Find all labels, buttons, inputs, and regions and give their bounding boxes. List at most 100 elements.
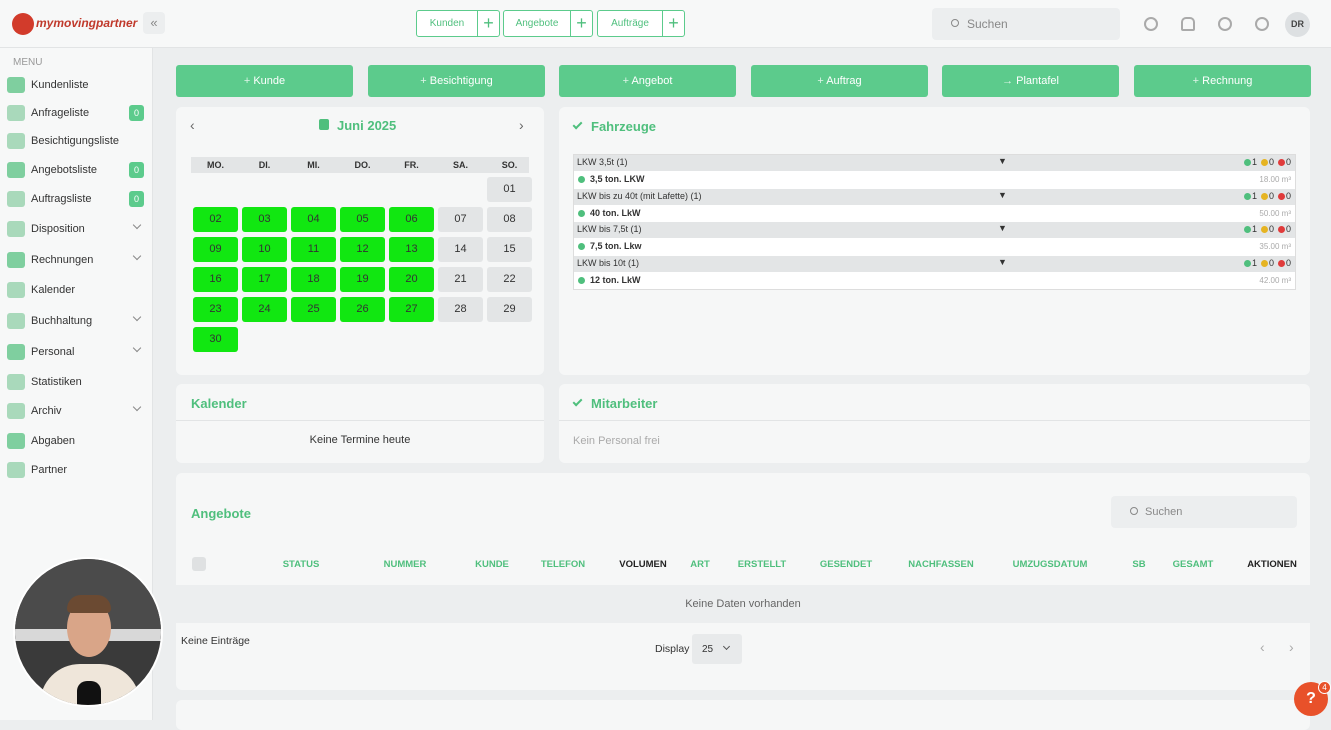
menu-item[interactable]: Partner	[0, 458, 153, 482]
day[interactable]: 13	[389, 237, 434, 262]
day[interactable]: 11	[291, 237, 336, 262]
header-icon[interactable]	[1181, 17, 1195, 31]
menu-item[interactable]: Disposition	[0, 217, 153, 241]
action-button[interactable]: + Besichtigung	[368, 65, 545, 97]
prev-page[interactable]: ‹	[1260, 639, 1265, 655]
action-button[interactable]: + Angebot	[559, 65, 736, 97]
select-all[interactable]	[192, 557, 206, 571]
day[interactable]: 16	[193, 267, 238, 292]
next-month[interactable]: ›	[519, 117, 524, 133]
menu-item[interactable]: Personal	[0, 340, 153, 364]
day[interactable]: 05	[340, 207, 385, 232]
day[interactable]: 08	[487, 207, 532, 232]
group-toggle[interactable]: ▼	[998, 156, 1007, 166]
webcam-hair	[67, 595, 111, 613]
status-count: 0	[1269, 190, 1275, 201]
action-button[interactable]: + Rechnung	[1134, 65, 1311, 97]
day[interactable]: 18	[291, 267, 336, 292]
action-icon: +	[420, 75, 430, 87]
menu-item[interactable]: Auftragsliste 0	[0, 187, 153, 211]
column-header[interactable]: NACHFASSEN	[908, 559, 974, 570]
day[interactable]: 23	[193, 297, 238, 322]
column-header[interactable]: ERSTELLT	[737, 559, 787, 570]
group-toggle[interactable]: ▼	[998, 256, 1007, 267]
day[interactable]: 10	[242, 237, 287, 262]
vehicle-group[interactable]: LKW bis 10t (1) ▼ 1 0 0	[574, 255, 1295, 272]
menu-item[interactable]: Kundenliste	[0, 73, 153, 97]
day[interactable]: 02	[193, 207, 238, 232]
day[interactable]: 22	[487, 267, 532, 292]
day[interactable]: 26	[340, 297, 385, 322]
header-icon[interactable]	[1218, 17, 1232, 31]
tab-add[interactable]: +	[570, 11, 592, 36]
action-button[interactable]: + Kunde	[176, 65, 353, 97]
menu-item[interactable]: Kalender	[0, 278, 153, 302]
column-header[interactable]: ART	[690, 559, 710, 570]
day[interactable]: 27	[389, 297, 434, 322]
day[interactable]: 19	[340, 267, 385, 292]
menu-item[interactable]: Anfrageliste 0	[0, 101, 153, 125]
day[interactable]: 20	[389, 267, 434, 292]
tab[interactable]: Angebote +	[503, 10, 593, 37]
day[interactable]: 30	[193, 327, 238, 352]
column-header[interactable]: GESAMT	[1172, 559, 1214, 570]
action-button[interactable]: → Plantafel	[942, 65, 1119, 97]
tab[interactable]: Kunden +	[416, 10, 500, 37]
day[interactable]: 03	[242, 207, 287, 232]
column-header[interactable]: STATUS	[282, 559, 320, 570]
next-page[interactable]: ›	[1289, 639, 1294, 655]
day[interactable]: 28	[438, 297, 483, 322]
day[interactable]: 06	[389, 207, 434, 232]
menu-item[interactable]: Buchhaltung	[0, 309, 153, 333]
day[interactable]: 29	[487, 297, 532, 322]
day[interactable]: 15	[487, 237, 532, 262]
column-header[interactable]: SB	[1132, 559, 1146, 570]
offers-search[interactable]: Suchen	[1111, 496, 1297, 528]
page-size[interactable]: 25	[692, 634, 742, 664]
search[interactable]: Suchen	[932, 8, 1120, 40]
status-dot	[1261, 226, 1268, 233]
tab-add[interactable]: +	[477, 11, 499, 36]
day[interactable]: 07	[438, 207, 483, 232]
column-header[interactable]: NUMMER	[383, 559, 427, 570]
header-icon[interactable]	[1144, 17, 1158, 31]
group-toggle[interactable]: ▼	[998, 223, 1007, 233]
menu-item[interactable]: Archiv	[0, 399, 153, 423]
day[interactable]: 09	[193, 237, 238, 262]
menu-label: Rechnungen	[31, 254, 94, 266]
menu-item[interactable]: Abgaben	[0, 429, 153, 453]
prev-month[interactable]: ‹	[190, 117, 195, 133]
vehicle-group[interactable]: LKW bis 7,5t (1) ▼ 1 0 0	[574, 222, 1295, 238]
vehicles-title: Fahrzeuge	[591, 119, 657, 134]
column-header[interactable]: TELEFON	[540, 559, 586, 570]
day[interactable]: 14	[438, 237, 483, 262]
day[interactable]: 01	[487, 177, 532, 202]
collapse-button[interactable]: «	[143, 12, 165, 34]
tab-add[interactable]: +	[662, 11, 684, 36]
column-header[interactable]: UMZUGSDATUM	[1012, 559, 1088, 570]
action-button[interactable]: + Auftrag	[751, 65, 928, 97]
menu-item[interactable]: Besichtigungsliste	[0, 129, 153, 153]
menu-item[interactable]: Rechnungen	[0, 248, 153, 272]
status-dot	[1244, 159, 1251, 166]
column-header[interactable]: KUNDE	[475, 559, 509, 570]
column-header[interactable]: VOLUMEN	[619, 559, 667, 570]
day[interactable]: 04	[291, 207, 336, 232]
column-header[interactable]: GESENDET	[819, 559, 873, 570]
day[interactable]: 21	[438, 267, 483, 292]
vehicle-group[interactable]: LKW bis zu 40t (mit Lafette) (1) ▼ 1 0 0	[574, 188, 1295, 205]
group-toggle[interactable]: ▼	[998, 189, 1007, 200]
tab[interactable]: Aufträge +	[597, 10, 685, 37]
day[interactable]: 17	[242, 267, 287, 292]
vehicle-group[interactable]: LKW 3,5t (1) ▼ 1 0 0	[574, 155, 1295, 171]
header-icon[interactable]	[1255, 17, 1269, 31]
menu-item[interactable]: Statistiken	[0, 370, 153, 394]
page-size-value: 25	[702, 644, 714, 655]
column-header[interactable]: AKTIONEN	[1247, 559, 1297, 570]
group-name: LKW bis 7,5t (1)	[577, 224, 642, 234]
avatar[interactable]: DR	[1285, 12, 1310, 37]
day[interactable]: 24	[242, 297, 287, 322]
day[interactable]: 25	[291, 297, 336, 322]
menu-item[interactable]: Angebotsliste 0	[0, 158, 153, 182]
day[interactable]: 12	[340, 237, 385, 262]
